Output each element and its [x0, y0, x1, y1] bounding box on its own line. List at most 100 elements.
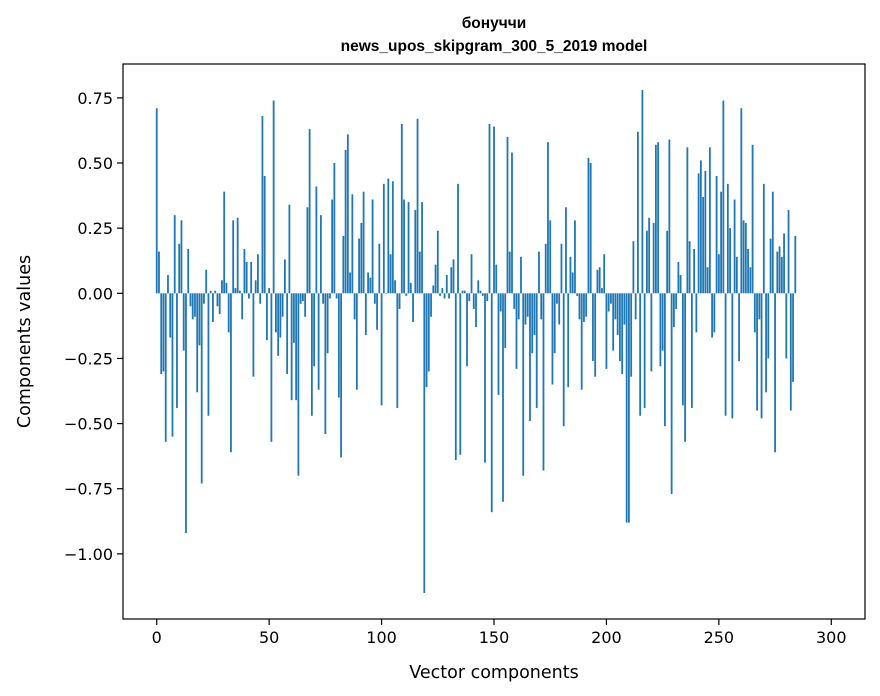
bar-224: [659, 293, 662, 367]
bar-72: [317, 293, 320, 390]
bar-118: [421, 202, 423, 294]
bar-263: [747, 249, 749, 294]
bar-124: [434, 264, 437, 294]
bar-120: [425, 293, 428, 388]
bar-230: [672, 293, 675, 328]
bar-125: [436, 230, 439, 294]
bar-58: [286, 293, 289, 375]
bar-21: [203, 293, 205, 304]
bar-164: [524, 293, 527, 325]
bar-44: [254, 280, 257, 294]
bar-227: [666, 230, 669, 294]
bar-240: [695, 293, 698, 333]
bar-198: [601, 288, 603, 294]
bar-7: [171, 293, 174, 437]
bar-156: [506, 136, 509, 294]
bar-50: [268, 288, 271, 294]
bar-99: [378, 243, 381, 294]
bar-105: [391, 181, 394, 294]
bar-173: [544, 243, 547, 294]
bar-160: [515, 293, 518, 369]
bar-123: [432, 285, 435, 294]
bar-104: [389, 254, 392, 294]
y-tick-label: 0.50: [77, 154, 113, 173]
bar-257: [733, 199, 736, 294]
bar-85: [346, 134, 349, 294]
bar-197: [598, 267, 601, 294]
bar-283: [792, 293, 794, 382]
bar-193: [589, 163, 592, 294]
bars-group: [155, 90, 797, 593]
bar-204: [614, 293, 617, 320]
bar-119: [423, 293, 426, 593]
bar-159: [513, 293, 516, 309]
bar-12: [182, 293, 185, 351]
bar-171: [540, 293, 543, 320]
bar-166: [529, 293, 531, 421]
bar-5: [167, 275, 169, 294]
bar-178: [556, 293, 558, 304]
bar-246: [708, 147, 711, 294]
bar-29: [221, 280, 223, 294]
bar-62: [295, 293, 298, 401]
bar-61: [292, 293, 295, 343]
bar-174: [547, 142, 549, 294]
bar-208: [623, 293, 626, 325]
bar-228: [668, 139, 671, 294]
bar-84: [344, 149, 347, 294]
bar-200: [605, 293, 608, 369]
x-axis-label: Vector components: [409, 663, 578, 683]
bar-175: [549, 220, 552, 294]
bar-222: [654, 144, 657, 294]
bar-112: [407, 202, 410, 294]
bar-231: [675, 293, 678, 309]
bar-265: [751, 144, 754, 294]
bar-189: [580, 293, 583, 390]
bar-89: [355, 293, 358, 390]
bar-66: [304, 293, 307, 317]
bar-70: [313, 293, 316, 367]
bar-179: [558, 293, 561, 325]
bar-18: [196, 293, 199, 393]
x-tick-label: 0: [152, 628, 162, 647]
bar-196: [596, 269, 599, 294]
bar-273: [769, 238, 772, 294]
bar-248: [713, 293, 716, 333]
bar-266: [753, 293, 756, 333]
bar-59: [288, 204, 291, 294]
bar-13: [185, 293, 187, 534]
bar-94: [367, 272, 369, 294]
bar-154: [502, 293, 504, 502]
bar-3: [162, 293, 165, 372]
bar-234: [681, 293, 684, 406]
bar-143: [477, 280, 480, 294]
bar-255: [729, 228, 731, 294]
bar-65: [301, 293, 304, 302]
bar-213: [634, 293, 637, 320]
bar-199: [603, 254, 606, 294]
bar-46: [259, 293, 262, 304]
chart-subtitle: news_upos_skipgram_300_5_2019 model: [341, 38, 648, 55]
bar-272: [767, 293, 770, 359]
bar-155: [504, 293, 507, 349]
bar-261: [742, 220, 745, 294]
bar-209: [625, 293, 628, 523]
bar-282: [789, 293, 792, 411]
bar-190: [583, 293, 585, 322]
bar-278: [780, 256, 783, 294]
bar-169: [535, 293, 538, 408]
bar-133: [454, 293, 457, 461]
bar-259: [738, 293, 740, 362]
bar-64: [299, 293, 302, 304]
y-tick-label: −1.00: [64, 545, 113, 564]
bar-45: [257, 254, 259, 294]
bar-56: [281, 293, 284, 317]
bar-203: [612, 293, 615, 351]
bar-106: [394, 280, 396, 294]
bar-26: [214, 290, 217, 294]
bar-83: [342, 235, 345, 294]
bar-151: [495, 264, 498, 294]
bar-93: [364, 293, 367, 335]
bar-33: [230, 293, 232, 453]
bar-144: [479, 290, 482, 294]
